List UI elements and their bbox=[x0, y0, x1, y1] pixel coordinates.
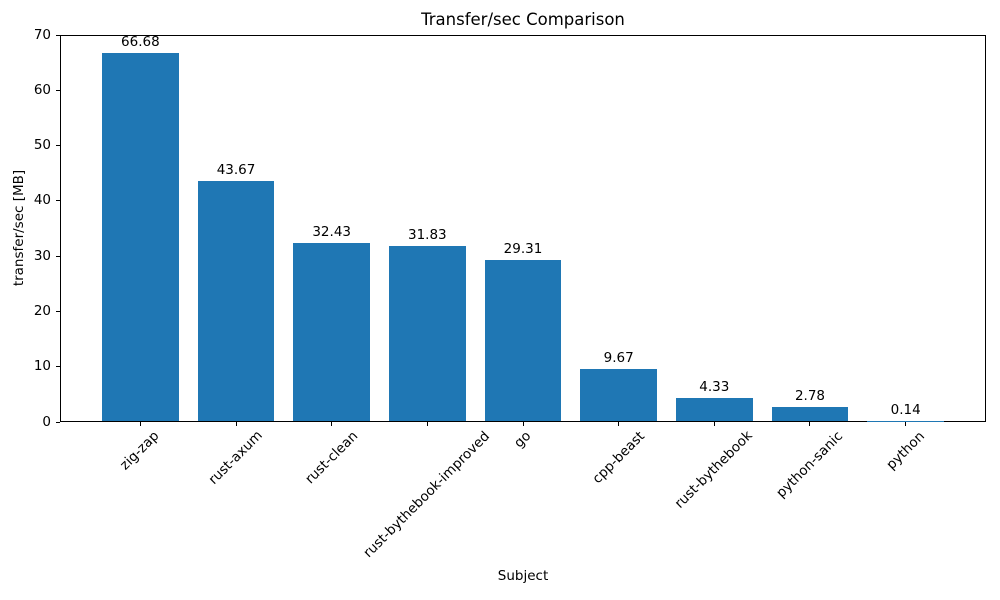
y-tick-mark bbox=[56, 145, 60, 147]
x-tick-label-rust-axum: rust-axum bbox=[205, 427, 266, 489]
x-tick-mark bbox=[713, 422, 715, 426]
y-tick-label: 0 bbox=[42, 413, 51, 430]
x-axis-label: Subject bbox=[497, 568, 549, 584]
x-tick-mark bbox=[139, 422, 141, 426]
x-tick-mark bbox=[905, 422, 907, 426]
bar-value-label: 29.31 bbox=[503, 240, 543, 257]
y-tick-mark bbox=[56, 366, 60, 368]
x-tick-mark bbox=[331, 422, 333, 426]
x-tick-label-zig-zap: zig-zap bbox=[117, 427, 163, 474]
bar-value-label: 32.43 bbox=[312, 223, 351, 240]
bar-value-label: 31.83 bbox=[408, 227, 447, 244]
x-tick-label-rust-bythebook-improved: rust-bythebook-improved bbox=[360, 428, 494, 561]
x-tick-mark bbox=[809, 422, 811, 426]
x-tick-mark bbox=[235, 422, 237, 426]
y-tick-label: 10 bbox=[33, 358, 51, 375]
bar-zig-zap bbox=[102, 53, 179, 421]
y-tick-mark bbox=[56, 200, 60, 202]
bar-value-label: 66.68 bbox=[121, 34, 160, 51]
y-tick-label: 20 bbox=[33, 302, 51, 319]
bar-rust-bythebook-improved bbox=[389, 246, 466, 421]
y-tick-mark bbox=[56, 310, 60, 312]
x-tick-label-python-sanic: python-sanic bbox=[773, 427, 847, 501]
x-tick-label-python: python bbox=[882, 427, 928, 473]
bar-python bbox=[867, 421, 944, 422]
y-tick-label: 30 bbox=[33, 247, 51, 264]
bar-rust-bythebook bbox=[676, 398, 753, 421]
x-tick-label-go: go bbox=[511, 428, 535, 452]
chart-title: Transfer/sec Comparison bbox=[421, 10, 625, 29]
y-tick-label: 70 bbox=[33, 26, 51, 43]
y-tick-mark bbox=[56, 89, 60, 91]
y-tick-mark bbox=[56, 255, 60, 257]
bar-value-label: 4.33 bbox=[699, 379, 730, 396]
bar-value-label: 9.67 bbox=[603, 349, 634, 366]
bar-value-label: 43.67 bbox=[216, 161, 256, 178]
bar-python-sanic bbox=[771, 406, 849, 421]
bar-value-label: 2.78 bbox=[794, 387, 825, 404]
y-tick-label: 50 bbox=[33, 137, 51, 154]
x-tick-label-rust-bythebook: rust-bythebook bbox=[671, 428, 757, 513]
bar-cpp-beast bbox=[580, 368, 657, 421]
x-tick-mark bbox=[426, 422, 428, 426]
bar-rust-axum bbox=[197, 180, 275, 421]
y-tick-label: 40 bbox=[33, 192, 51, 209]
x-tick-mark bbox=[618, 422, 620, 426]
x-tick-mark bbox=[522, 422, 524, 426]
y-tick-mark bbox=[56, 421, 60, 423]
y-axis-label: transfer/sec [MB] bbox=[11, 169, 27, 287]
y-tick-mark bbox=[56, 34, 60, 36]
x-tick-label-cpp-beast: cpp-beast bbox=[588, 428, 648, 487]
bar-rust-clean bbox=[293, 242, 370, 421]
bar-value-label: 0.14 bbox=[890, 402, 921, 419]
bar-go bbox=[484, 259, 562, 421]
y-tick-label: 60 bbox=[33, 81, 51, 98]
x-tick-label-rust-clean: rust-clean bbox=[301, 428, 361, 488]
